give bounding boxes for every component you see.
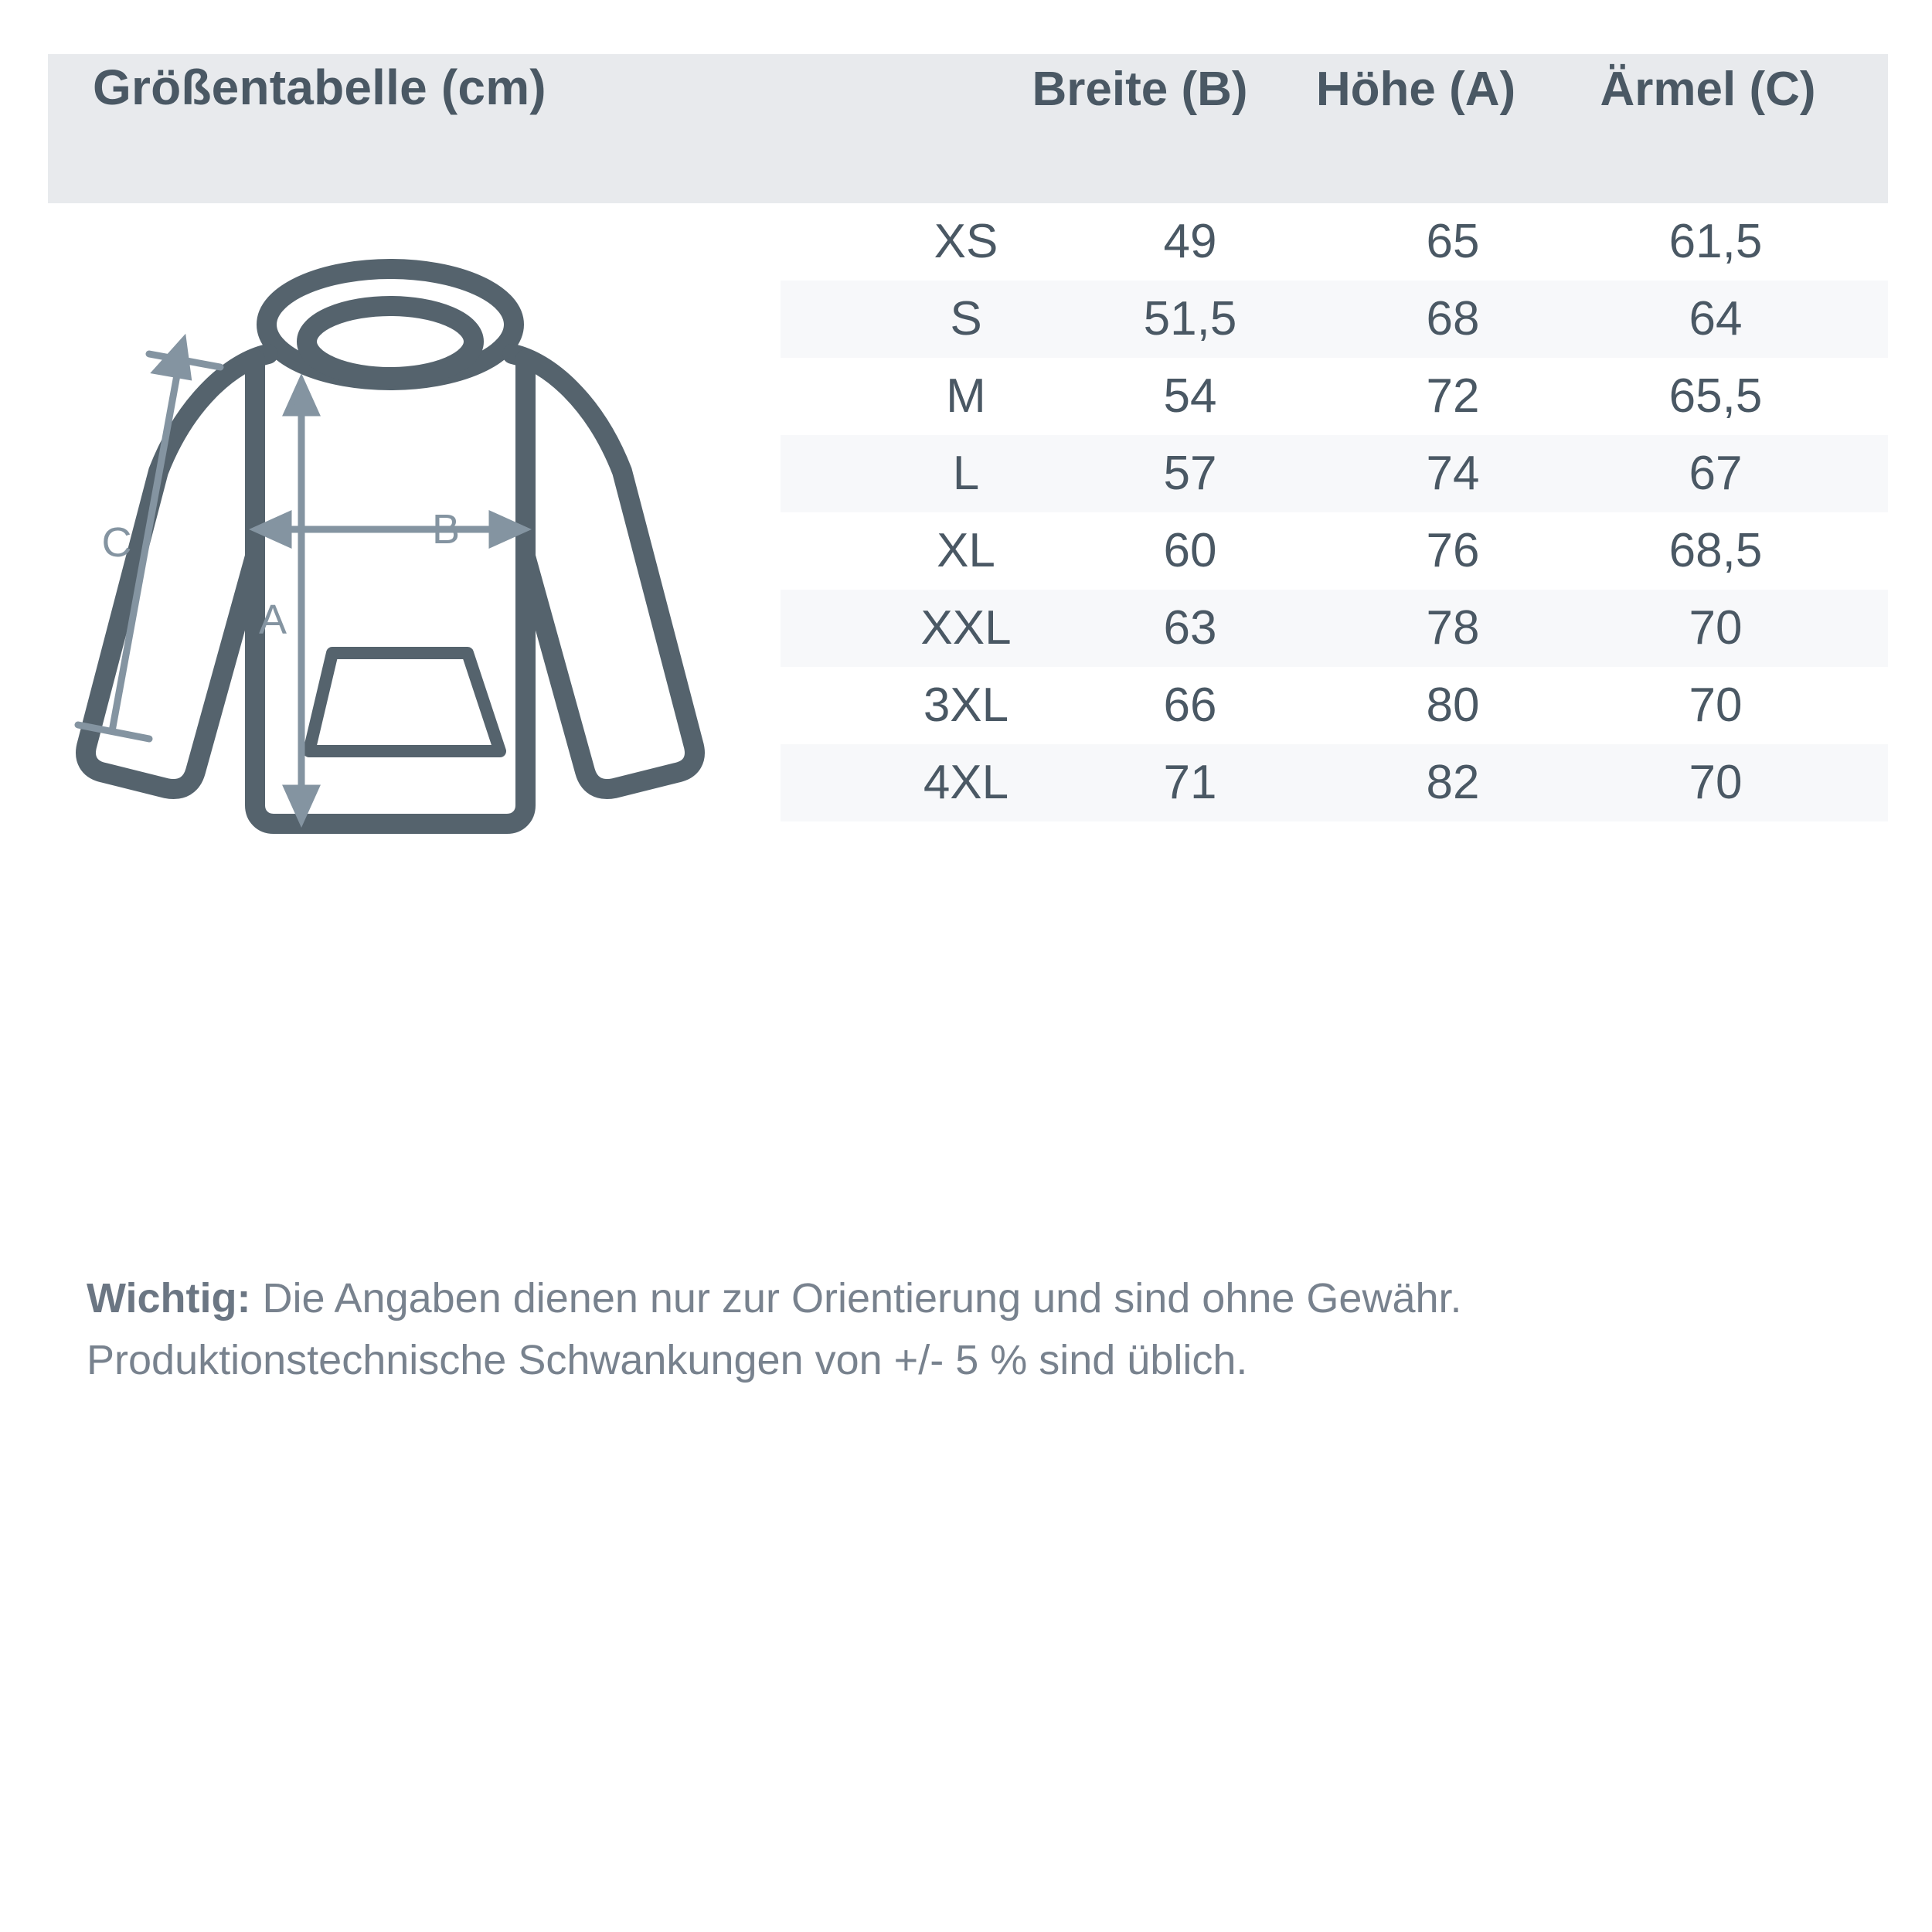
hoodie-diagram: B A C (66, 224, 761, 850)
column-header-breite: Breite (B) (1032, 63, 1248, 116)
cell-breite: 57 (1163, 447, 1217, 500)
cell-aermel: 64 (1689, 292, 1743, 345)
cell-hoehe: 68 (1426, 292, 1480, 345)
header-band (48, 54, 1888, 203)
cell-breite: 63 (1163, 601, 1217, 655)
table-row: 3XL 66 80 70 (781, 667, 1888, 744)
cell-size: L (952, 447, 980, 500)
cell-aermel: 70 (1689, 679, 1743, 732)
cell-size: XS (934, 215, 998, 268)
cell-hoehe: 72 (1426, 369, 1480, 423)
table-row: 4XL 71 82 70 (781, 744, 1888, 821)
cell-aermel: 67 (1689, 447, 1743, 500)
cell-hoehe: 74 (1426, 447, 1480, 500)
table-row: M 54 72 65,5 (781, 358, 1888, 435)
pocket-icon (303, 647, 506, 757)
cell-hoehe: 78 (1426, 601, 1480, 655)
footnote: Wichtig: Die Angaben dienen nur zur Orie… (87, 1267, 1864, 1391)
cell-hoehe: 65 (1426, 215, 1480, 268)
garment-outline-icon (76, 259, 705, 834)
cell-breite: 71 (1163, 756, 1217, 809)
measure-line-c (74, 333, 224, 743)
cell-hoehe: 76 (1426, 524, 1480, 577)
measure-line-b (249, 510, 532, 549)
page-title: Größentabelle (cm) (93, 60, 546, 115)
table-row: XS 49 65 61,5 (781, 203, 1888, 281)
cell-breite: 66 (1163, 679, 1217, 732)
footnote-label: Wichtig: (87, 1275, 251, 1321)
table-row: L 57 74 67 (781, 435, 1888, 512)
measure-line-a (282, 373, 321, 828)
cell-hoehe: 82 (1426, 756, 1480, 809)
measure-label-c: C (102, 519, 132, 566)
cell-aermel: 68,5 (1668, 524, 1763, 577)
column-header-hoehe: Höhe (A) (1315, 63, 1516, 116)
table-row: XXL 63 78 70 (781, 590, 1888, 667)
cell-aermel: 61,5 (1668, 215, 1763, 268)
cell-aermel: 70 (1689, 601, 1743, 655)
cell-size: 3XL (923, 679, 1009, 732)
table-row: S 51,5 68 64 (781, 281, 1888, 358)
measure-label-a: A (259, 597, 287, 643)
measure-label-b: B (432, 506, 460, 553)
cell-breite: 51,5 (1143, 292, 1237, 345)
cell-aermel: 65,5 (1668, 369, 1763, 423)
cell-size: 4XL (923, 756, 1009, 809)
footnote-line2: Produktionstechnische Schwankungen von +… (87, 1337, 1248, 1383)
size-table: XS 49 65 61,5 S 51,5 68 64 M 54 72 65,5 … (781, 203, 1888, 821)
column-header-aermel: Ärmel (C) (1600, 63, 1816, 116)
cell-breite: 49 (1163, 215, 1217, 268)
cell-breite: 54 (1163, 369, 1217, 423)
cell-size: XXL (920, 601, 1012, 655)
cell-size: S (950, 292, 982, 345)
footnote-line1: Die Angaben dienen nur zur Orientierung … (250, 1275, 1462, 1321)
table-row: XL 60 76 68,5 (781, 512, 1888, 590)
cell-hoehe: 80 (1426, 679, 1480, 732)
cell-breite: 60 (1163, 524, 1217, 577)
cell-aermel: 70 (1689, 756, 1743, 809)
cell-size: XL (937, 524, 995, 577)
cell-size: M (946, 369, 986, 423)
